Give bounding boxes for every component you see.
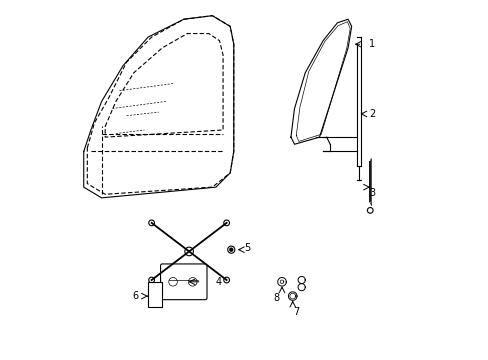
Text: 6: 6 <box>132 291 138 301</box>
Text: 3: 3 <box>368 188 374 198</box>
Text: 5: 5 <box>244 243 250 253</box>
Text: 1: 1 <box>368 39 374 49</box>
FancyBboxPatch shape <box>160 264 206 300</box>
Circle shape <box>229 248 233 251</box>
Text: 2: 2 <box>368 109 374 119</box>
Text: 8: 8 <box>273 293 279 303</box>
Text: 7: 7 <box>293 307 299 317</box>
Text: 4: 4 <box>216 277 222 287</box>
Bar <box>148 282 162 307</box>
